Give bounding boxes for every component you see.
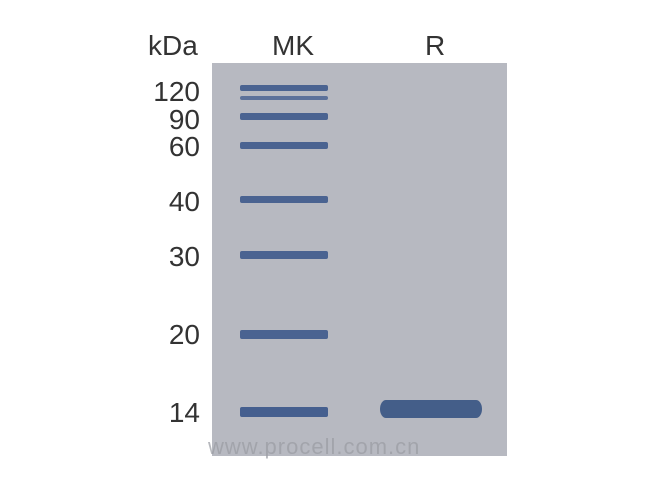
sample-band <box>380 400 482 418</box>
kda-label-20: 20 <box>100 319 200 351</box>
r-lane-header: R <box>425 30 445 62</box>
marker-band <box>240 251 328 259</box>
kda-label-14: 14 <box>100 397 200 429</box>
gel-figure: kDa MK R 120906040302014 www.procell.com… <box>0 0 670 500</box>
marker-band <box>240 142 328 149</box>
marker-band <box>240 85 328 91</box>
gel-background <box>212 63 507 456</box>
marker-band <box>240 96 328 100</box>
marker-band <box>240 407 328 417</box>
kda-label-30: 30 <box>100 241 200 273</box>
kda-header: kDa <box>148 30 198 62</box>
watermark-text: www.procell.com.cn <box>208 434 420 460</box>
marker-band <box>240 196 328 203</box>
kda-label-40: 40 <box>100 186 200 218</box>
marker-band <box>240 330 328 339</box>
marker-band <box>240 113 328 120</box>
mk-lane-header: MK <box>272 30 314 62</box>
kda-label-60: 60 <box>100 131 200 163</box>
